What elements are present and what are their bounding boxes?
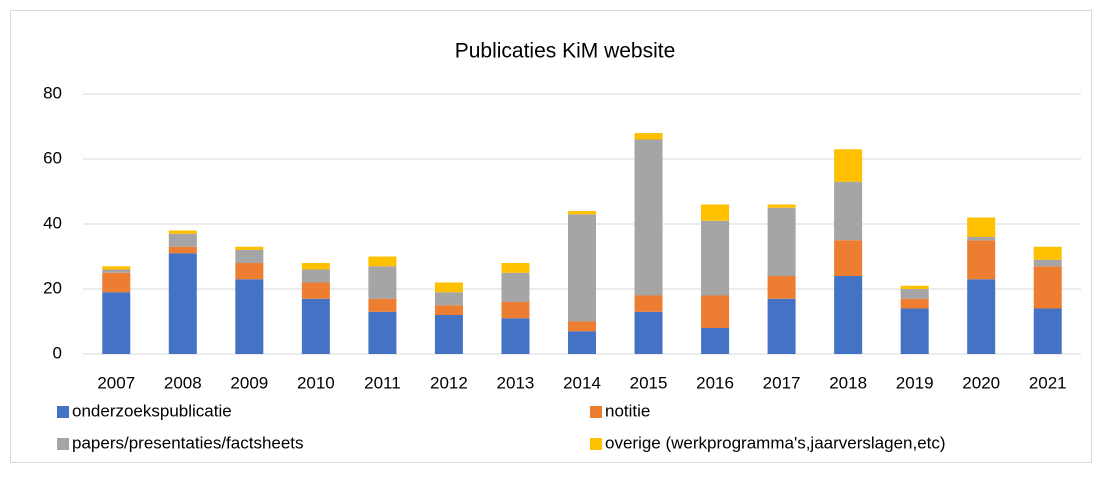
bar-segment [701, 220, 730, 296]
bar-segment [434, 282, 463, 293]
y-tick-label: 60 [43, 148, 62, 167]
legend-label: onderzoekspublicatie [72, 401, 232, 420]
bar-segment [301, 282, 330, 299]
bar-segment [301, 298, 330, 354]
bar-segment [168, 230, 197, 234]
bar-segment [900, 285, 929, 289]
legend-swatch [57, 406, 69, 418]
bar-segment [102, 269, 131, 273]
bar-segment [900, 298, 929, 309]
bar-segment [701, 295, 730, 328]
bar-segment [900, 289, 929, 299]
bar-segment [834, 240, 863, 276]
x-tick-label: 2015 [630, 373, 668, 392]
bar-segment [767, 298, 796, 354]
bar-segment [368, 256, 397, 267]
x-tick-label: 2021 [1029, 373, 1067, 392]
bar-segment [634, 295, 663, 312]
x-tick-label: 2017 [763, 373, 801, 392]
bar-segment [834, 149, 863, 182]
bar-segment [767, 204, 796, 208]
bar-segment [501, 302, 530, 319]
bar-segment [834, 181, 863, 241]
bar-segment [235, 246, 264, 250]
bar-segment [634, 311, 663, 354]
bar-segment [102, 266, 131, 270]
x-tick-label: 2013 [497, 373, 535, 392]
y-tick-label: 80 [43, 83, 62, 102]
bar-segment [368, 266, 397, 299]
x-tick-label: 2014 [563, 373, 601, 392]
bar-segment [967, 217, 996, 237]
x-tick-label: 2007 [97, 373, 135, 392]
bar-segment [301, 269, 330, 283]
bar-segment [168, 246, 197, 254]
bar-segment [1033, 246, 1062, 260]
y-tick-label: 0 [53, 343, 62, 362]
bar-segment [434, 315, 463, 354]
bar-segment [568, 321, 596, 332]
bar-segment [900, 308, 929, 354]
x-tick-label: 2011 [364, 373, 401, 392]
bar-segment [767, 276, 796, 299]
legend-label: notitie [605, 401, 650, 420]
y-tick-label: 20 [43, 278, 62, 297]
legend-swatch [590, 406, 602, 418]
bar-segment [434, 292, 463, 306]
legend-label: papers/presentaties/factsheets [72, 433, 304, 452]
bar-segment [1033, 266, 1062, 309]
bar-segment [434, 305, 463, 315]
bar-segment [767, 207, 796, 276]
bar-segment [102, 272, 131, 293]
bar-segment [634, 139, 663, 296]
x-tick-label: 2019 [896, 373, 934, 392]
x-tick-label: 2020 [962, 373, 1000, 392]
legend-swatch [57, 438, 69, 450]
bar-segment [701, 204, 730, 221]
legend-swatch [590, 438, 602, 450]
bar-segment [501, 263, 530, 273]
x-tick-label: 2018 [829, 373, 867, 392]
bar-segment [1033, 308, 1062, 354]
bar-segment [501, 318, 530, 354]
bar-segment [168, 253, 197, 354]
x-tick-label: 2009 [230, 373, 268, 392]
bar-segment [568, 214, 596, 322]
legend-label: overige (werkprogramma's,jaarverslagen,e… [605, 433, 946, 452]
x-tick-label: 2010 [297, 373, 335, 392]
bar-segment [301, 263, 330, 270]
bar-segment [568, 211, 596, 215]
bar-segment [834, 276, 863, 354]
bar-segment [967, 237, 996, 241]
chart-title: Publicaties KiM website [455, 40, 676, 63]
bar-segment [102, 292, 131, 354]
bar-segment [235, 263, 264, 280]
bar-segment [967, 240, 996, 280]
bar-segment [235, 279, 264, 354]
bar-segment [967, 279, 996, 354]
bar-segment [368, 298, 397, 312]
bar-segment [168, 233, 197, 247]
x-tick-label: 2016 [696, 373, 734, 392]
x-tick-label: 2012 [430, 373, 468, 392]
bar-segment [1033, 259, 1062, 267]
bar-segment [701, 328, 730, 354]
bar-segment [634, 133, 663, 140]
bar-segment [235, 250, 264, 263]
y-tick-label: 40 [43, 213, 62, 232]
bar-segment [568, 331, 596, 354]
bar-segment [368, 311, 397, 354]
bar-segment [501, 272, 530, 302]
x-tick-label: 2008 [164, 373, 202, 392]
